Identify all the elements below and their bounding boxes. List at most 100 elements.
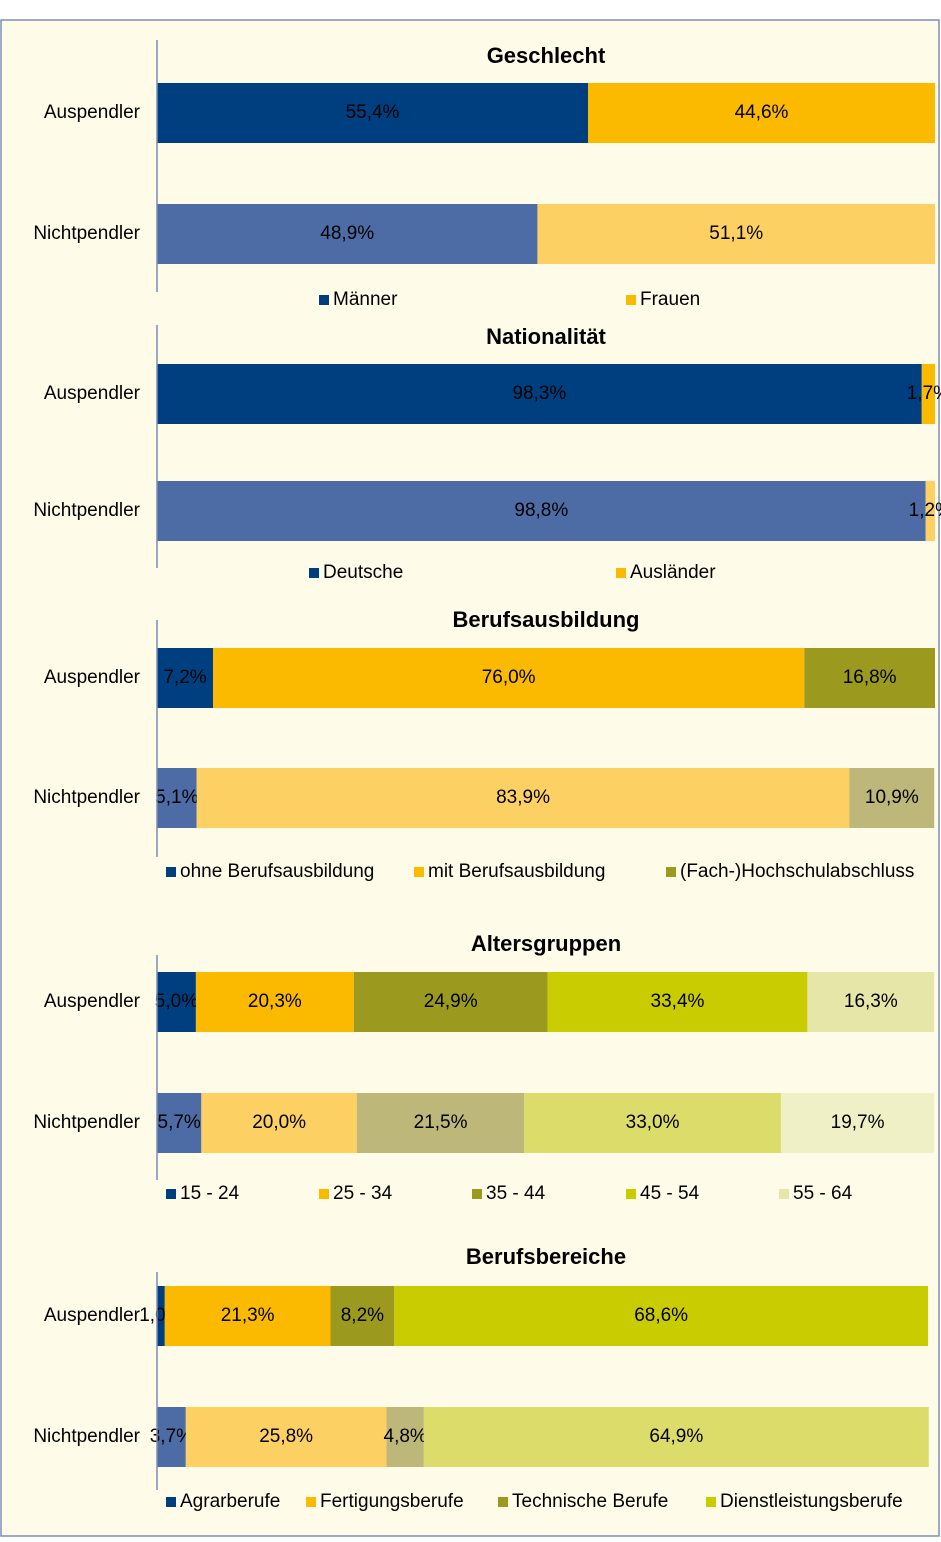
category-label: Nichtpendler [33, 787, 140, 808]
category-label: Auspendler [44, 102, 141, 123]
legend-label: Agrarberufe [180, 1491, 280, 1512]
value-label: 8,2% [341, 1305, 384, 1326]
chart-title: Berufsbereiche [466, 1244, 626, 1269]
legend-label: Technische Berufe [512, 1491, 668, 1512]
category-label: Nichtpendler [33, 500, 140, 521]
bar-segment [213, 648, 805, 708]
legend-swatch [472, 1189, 482, 1199]
value-label: 7,2% [163, 667, 206, 688]
value-label: 3,7% [150, 1426, 193, 1447]
legend-swatch [166, 1497, 176, 1507]
value-label: 76,0% [482, 667, 536, 688]
legend-label: Männer [333, 289, 398, 310]
legend-label: mit Berufsausbildung [428, 861, 605, 882]
value-label: 51,1% [709, 223, 763, 244]
value-label: 33,0% [626, 1112, 680, 1133]
legend-label: 45 - 54 [640, 1183, 700, 1204]
value-label: 48,9% [320, 223, 374, 244]
value-label: 1,2% [909, 500, 941, 521]
chart-title: Nationalität [486, 324, 606, 349]
bar-segment [157, 768, 197, 828]
value-label: 20,0% [252, 1112, 306, 1133]
legend-label: Deutsche [323, 562, 403, 583]
legend-label: 15 - 24 [180, 1183, 240, 1204]
value-label: 5,0% [155, 991, 198, 1012]
legend-swatch [414, 867, 424, 877]
value-label: 16,8% [843, 667, 897, 688]
bar-segment [157, 364, 922, 424]
legend-label: 25 - 34 [333, 1183, 393, 1204]
legend-label: ohne Berufsausbildung [180, 861, 374, 882]
bar-segment [394, 1286, 928, 1346]
legend-swatch [666, 867, 676, 877]
legend-label: Dienstleistungsberufe [720, 1491, 903, 1512]
bar-segment [201, 1093, 357, 1153]
legend-label: 35 - 44 [486, 1183, 546, 1204]
value-label: 33,4% [651, 991, 705, 1012]
category-label: Auspendler [44, 667, 141, 688]
bar-segment [164, 1286, 331, 1346]
value-label: 68,6% [634, 1305, 688, 1326]
bar-segment [780, 1093, 935, 1153]
legend-swatch [166, 1189, 176, 1199]
bar-segment [849, 768, 935, 828]
bar-segment [353, 972, 548, 1032]
legend-swatch [319, 1189, 329, 1199]
category-label: Nichtpendler [33, 1112, 140, 1133]
bar-segment [330, 1286, 395, 1346]
bar-segment [157, 481, 926, 541]
legend-swatch [626, 1189, 636, 1199]
legend-swatch [779, 1189, 789, 1199]
bar-segment [157, 83, 589, 143]
legend-swatch [616, 568, 626, 578]
legend-swatch [306, 1497, 316, 1507]
legend-label: 55 - 64 [793, 1183, 853, 1204]
legend-swatch [166, 867, 176, 877]
bar-segment [423, 1407, 929, 1467]
legend-label: Frauen [640, 289, 700, 310]
bar-segment [804, 648, 935, 708]
bar-segment [157, 1093, 202, 1153]
bar-segment [185, 1407, 387, 1467]
value-label: 19,7% [831, 1112, 885, 1133]
value-label: 24,9% [424, 991, 478, 1012]
bar-segment [524, 1093, 781, 1153]
bar-segment [921, 364, 935, 424]
value-label: 44,6% [735, 102, 789, 123]
bar-segment [588, 83, 935, 143]
bar-segment [157, 648, 214, 708]
legend-label: Fertigungsberufe [320, 1491, 464, 1512]
bar-segment [157, 1407, 186, 1467]
legend-swatch [498, 1497, 508, 1507]
bar-segment [537, 204, 935, 264]
value-label: 83,9% [496, 787, 550, 808]
bar-segment [547, 972, 808, 1032]
value-label: 64,9% [649, 1426, 703, 1447]
legend-swatch [309, 568, 319, 578]
value-label: 55,4% [346, 102, 400, 123]
value-label: 21,3% [221, 1305, 275, 1326]
value-label: 20,3% [248, 991, 302, 1012]
legend-swatch [319, 295, 329, 305]
bar-segment [386, 1407, 424, 1467]
value-label: 25,8% [259, 1426, 313, 1447]
legend-label: Ausländer [630, 562, 716, 583]
chart-title: Geschlecht [487, 43, 606, 68]
category-label: Nichtpendler [33, 1426, 140, 1447]
value-label: 10,9% [865, 787, 919, 808]
category-label: Auspendler [44, 991, 141, 1012]
value-label: 98,3% [512, 383, 566, 404]
legend-label: (Fach-)Hochschulabschluss [680, 861, 914, 882]
bar-segment [807, 972, 935, 1032]
bar-segment [157, 204, 538, 264]
value-label: 1,7% [907, 383, 941, 404]
bar-segment [356, 1093, 525, 1153]
legend-swatch [626, 295, 636, 305]
value-label: 5,1% [155, 787, 198, 808]
bar-segment [925, 481, 935, 541]
value-label: 21,5% [414, 1112, 468, 1133]
value-label: 16,3% [844, 991, 898, 1012]
bar-segment [157, 972, 196, 1032]
value-label: 4,8% [384, 1426, 427, 1447]
